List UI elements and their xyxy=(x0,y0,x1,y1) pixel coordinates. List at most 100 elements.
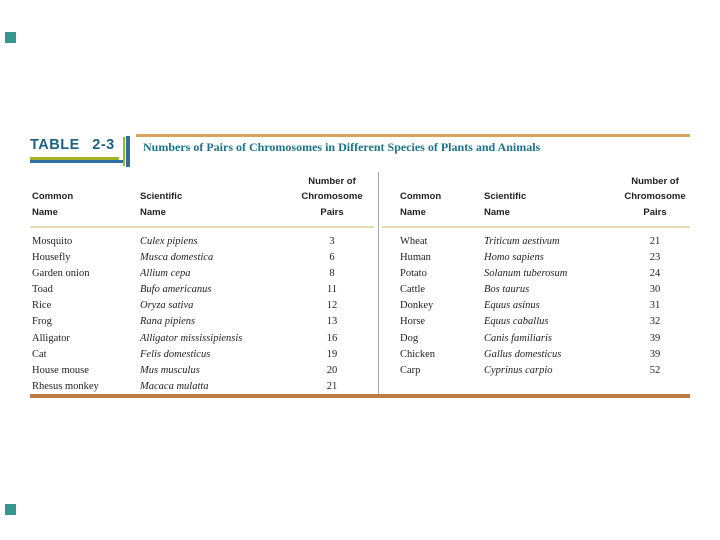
scientific-name-cell: Solanum tuberosum xyxy=(484,268,568,280)
table-row: Frog Rana pipiens 13 xyxy=(30,314,374,330)
chromosome-pairs-cell: 39 xyxy=(649,348,661,360)
table-row: Rice Oryza sativa 12 xyxy=(30,298,374,314)
table-bottom-rule xyxy=(30,394,690,398)
title-top-rule xyxy=(136,134,690,137)
scientific-name-cell: Gallus domesticus xyxy=(484,348,562,360)
table-row: Potato Solanum tuberosum 24 xyxy=(384,266,690,282)
column-header-chromosome-pairs: Number of Chromosome Pairs xyxy=(301,175,363,218)
common-name-cell: Carp xyxy=(400,364,421,376)
scientific-name-cell: Cyprinus carpio xyxy=(484,364,553,376)
common-name-cell: Potato xyxy=(400,268,427,280)
scientific-name-cell: Canis familiaris xyxy=(484,332,552,344)
chromosome-pairs-cell: 20 xyxy=(326,364,338,376)
common-name-cell: House mouse xyxy=(32,364,89,376)
chromosome-pairs-cell: 32 xyxy=(649,316,661,328)
scientific-name-cell: Rana pipiens xyxy=(140,316,196,328)
scientific-name-cell: Mus musculus xyxy=(140,364,200,376)
table-rows-left: Mosquito Culex pipiens 3 Housefly Musca dome… xyxy=(30,234,374,395)
chromosome-pairs-cell: 6 xyxy=(329,252,335,264)
common-name-cell: Alligator xyxy=(32,332,70,344)
column-header-scientific-name: Scientific Name xyxy=(484,191,527,218)
table-row: Wheat Triticum aestivum 21 xyxy=(384,234,690,250)
common-name-cell: Frog xyxy=(32,316,52,328)
chromosome-pairs-cell: 24 xyxy=(649,268,661,280)
chromosome-pairs-cell: 23 xyxy=(649,252,661,264)
table-row: Alligator Alligator mississipiensis 16 xyxy=(30,331,374,347)
table-row: Garden onion Allium cepa 8 xyxy=(30,266,374,282)
chromosome-pairs-cell: 16 xyxy=(326,332,338,344)
common-name-cell: Human xyxy=(400,252,431,264)
table-row: Carp Cyprinus carpio 52 xyxy=(384,363,690,379)
chromosome-pairs-cell: 31 xyxy=(649,300,661,312)
table-row: Cat Felis domesticus 19 xyxy=(30,347,374,363)
table-row: Mosquito Culex pipiens 3 xyxy=(30,234,374,250)
table-row: Housefly Musca domestica 6 xyxy=(30,250,374,266)
common-name-cell: Garden onion xyxy=(32,268,90,280)
chromosome-pairs-cell: 21 xyxy=(649,236,661,247)
chromosome-pairs-cell: 3 xyxy=(329,236,335,247)
scientific-name-cell: Felis domesticus xyxy=(140,348,211,360)
common-name-cell: Rhesus monkey xyxy=(32,380,99,392)
common-name-cell: Cattle xyxy=(400,284,426,296)
header-rule-left xyxy=(30,226,374,228)
table-header-left: Common Name Scientific Name Number of Ch… xyxy=(30,170,374,220)
chromosome-pairs-cell: 21 xyxy=(326,380,338,392)
common-name-cell: Horse xyxy=(400,316,426,328)
column-header-common-name: Common Name xyxy=(32,191,74,218)
table-vertical-divider xyxy=(378,172,379,394)
scientific-name-cell: Allium cepa xyxy=(140,268,191,280)
scientific-name-cell: Macaca mulatta xyxy=(140,380,209,392)
divider-bar-blue xyxy=(125,136,130,167)
decorative-teal-square-top xyxy=(5,32,16,43)
table-label: TABLE 2-3 xyxy=(30,137,115,153)
table-row: Human Homo sapiens 23 xyxy=(384,250,690,266)
table-row: Horse Equus caballus 32 xyxy=(384,314,690,330)
scientific-name-cell: Musca domestica xyxy=(140,252,214,264)
scientific-name-cell: Triticum aestivum xyxy=(484,236,560,247)
header-rule-right xyxy=(382,226,690,228)
label-underline-green xyxy=(30,157,119,160)
chromosome-pairs-cell: 13 xyxy=(326,316,338,328)
table-rows-right: Wheat Triticum aestivum 21 Human Homo sapien… xyxy=(384,234,690,379)
scientific-name-cell: Culex pipiens xyxy=(140,236,198,247)
common-name-cell: Rice xyxy=(32,300,52,312)
common-name-cell: Toad xyxy=(32,284,53,296)
table-row: Toad Bufo americanus 11 xyxy=(30,282,374,298)
table-header-right: Common Name Scientific Name Number of Ch… xyxy=(384,170,690,220)
table-row: Cattle Bos taurus 30 xyxy=(384,282,690,298)
common-name-cell: Cat xyxy=(32,348,47,360)
common-name-cell: Donkey xyxy=(400,300,434,312)
table-row: Chicken Gallus domesticus 39 xyxy=(384,347,690,363)
column-header-common-name: Common Name xyxy=(400,191,442,218)
table-row: Rhesus monkey Macaca mulatta 21 xyxy=(30,379,374,395)
chromosome-pairs-cell: 12 xyxy=(326,300,338,312)
label-underline-blue xyxy=(30,160,123,163)
chromosome-pairs-cell: 19 xyxy=(326,348,338,360)
column-header-chromosome-pairs: Number of Chromosome Pairs xyxy=(624,175,686,218)
table-row: Donkey Equus asinus 31 xyxy=(384,298,690,314)
chromosome-pairs-cell: 8 xyxy=(329,268,335,280)
scientific-name-cell: Homo sapiens xyxy=(484,252,544,264)
scientific-name-cell: Bufo americanus xyxy=(140,284,212,296)
table-row: Dog Canis familiaris 39 xyxy=(384,331,690,347)
common-name-cell: Wheat xyxy=(400,236,428,247)
scientific-name-cell: Equus asinus xyxy=(484,300,540,312)
decorative-teal-square-bottom xyxy=(5,504,16,515)
common-name-cell: Dog xyxy=(400,332,419,344)
table-row: House mouse Mus musculus 20 xyxy=(30,363,374,379)
scientific-name-cell: Alligator mississipiensis xyxy=(140,332,243,344)
common-name-cell: Chicken xyxy=(400,348,435,360)
divider-bar-green xyxy=(123,137,125,166)
chromosome-pairs-cell: 11 xyxy=(326,284,338,296)
table-title: Numbers of Pairs of Chromosomes in Diffe… xyxy=(143,140,541,154)
chromosome-pairs-cell: 52 xyxy=(649,364,661,376)
scientific-name-cell: Oryza sativa xyxy=(140,300,194,312)
common-name-cell: Housefly xyxy=(32,252,71,264)
scientific-name-cell: Equus caballus xyxy=(484,316,549,328)
common-name-cell: Mosquito xyxy=(32,236,73,247)
chromosome-pairs-cell: 39 xyxy=(649,332,661,344)
column-header-scientific-name: Scientific Name xyxy=(140,191,183,218)
scientific-name-cell: Bos taurus xyxy=(484,284,530,296)
chromosome-pairs-cell: 30 xyxy=(649,284,661,296)
